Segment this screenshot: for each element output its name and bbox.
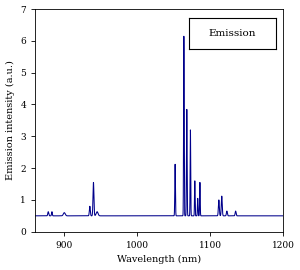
Y-axis label: Emission intensity (a.u.): Emission intensity (a.u.)	[6, 60, 15, 180]
X-axis label: Wavelength (nm): Wavelength (nm)	[117, 255, 201, 264]
